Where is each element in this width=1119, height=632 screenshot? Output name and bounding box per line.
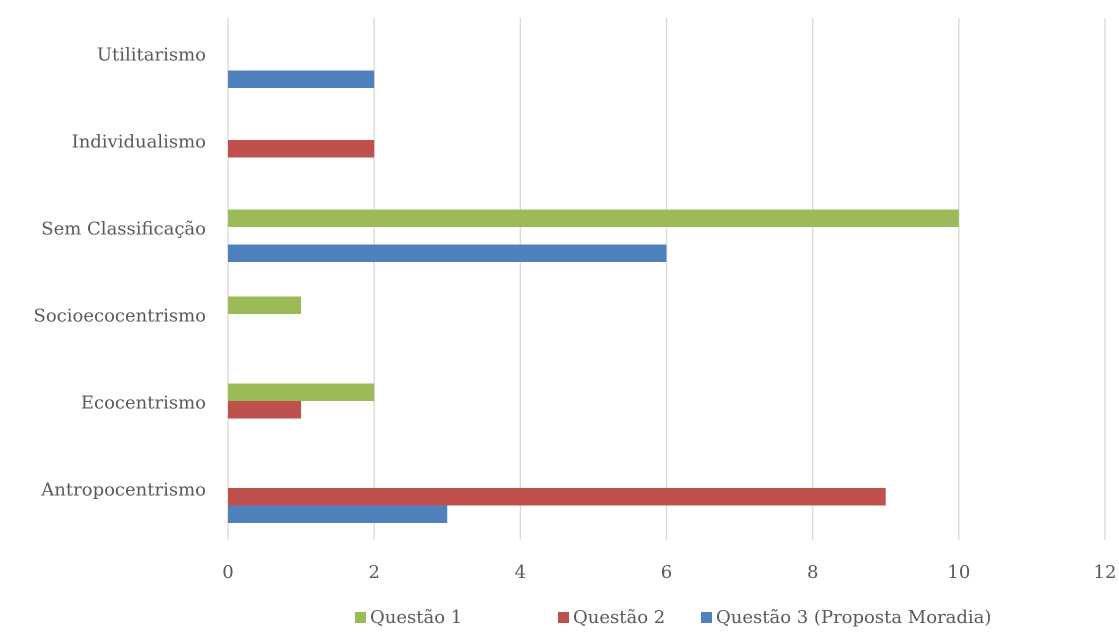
- legend-swatch: [701, 612, 712, 623]
- bar-sem-classifica-o-series-3: [228, 244, 667, 262]
- category-label: Utilitarismo: [97, 45, 206, 66]
- bar-socioecocentrismo-series-1: [228, 296, 302, 314]
- legend-label: Questão 3 (Proposta Moradia): [716, 607, 991, 628]
- category-label: Antropocentrismo: [40, 480, 206, 501]
- legend: Questão 1 Questão 2 Questão 3 (Proposta Mo…: [355, 607, 991, 628]
- x-tick-label: 2: [368, 562, 379, 583]
- x-axis-tick-labels: 0 2 4 6 8 10 12: [222, 562, 1116, 583]
- bar-ecocentrismo-series-2: [228, 401, 302, 419]
- category-label: Ecocentrismo: [81, 393, 206, 414]
- x-tick-label: 4: [515, 562, 526, 583]
- legend-item-series-2: Questão 2: [558, 607, 665, 628]
- grid-lines: [227, 18, 1106, 540]
- bar-ecocentrismo-series-1: [228, 383, 375, 401]
- bar-antropocentrismo-series-2: [228, 488, 886, 506]
- category-label: Individualismo: [72, 132, 206, 153]
- bar-utilitarismo-series-3: [228, 70, 375, 88]
- legend-swatch: [355, 612, 366, 623]
- bar-individualismo-series-2: [228, 140, 375, 158]
- x-tick-label: 10: [947, 562, 970, 583]
- legend-item-series-3: Questão 3 (Proposta Moradia): [701, 607, 991, 628]
- x-tick-label: 6: [661, 562, 672, 583]
- category-label: Socioecocentrismo: [34, 306, 206, 327]
- legend-swatch: [558, 612, 569, 623]
- legend-item-series-1: Questão 1: [355, 607, 462, 628]
- bar-antropocentrismo-series-3: [228, 505, 448, 523]
- bar-sem-classifica-o-series-1: [228, 209, 959, 227]
- legend-label: Questão 2: [573, 607, 665, 628]
- x-tick-label: 8: [807, 562, 818, 583]
- y-axis-category-labels: Antropocentrismo Ecocentrismo Socioecocent…: [34, 45, 206, 501]
- x-tick-label: 12: [1094, 562, 1117, 583]
- bars: [228, 70, 959, 523]
- x-tick-label: 0: [222, 562, 233, 583]
- legend-label: Questão 1: [370, 607, 462, 628]
- category-label: Sem Classificação: [41, 219, 206, 240]
